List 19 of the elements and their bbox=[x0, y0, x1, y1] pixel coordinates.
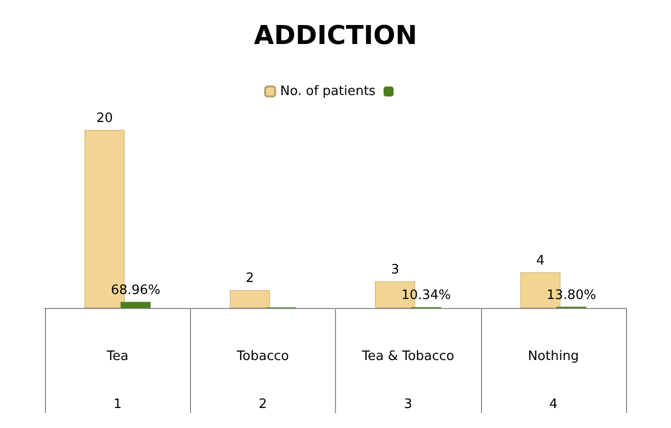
x-tick-label: Tea & Tobacco bbox=[360, 349, 454, 364]
x-tick-label: Tobacco bbox=[236, 349, 289, 364]
text: 1 bbox=[113, 397, 122, 412]
data-label: 4 bbox=[536, 253, 545, 268]
legend-label: No. of patients bbox=[280, 84, 376, 99]
x-tick-label: Nothing bbox=[528, 349, 579, 364]
chart-title: ADDICTION bbox=[254, 21, 418, 51]
data-label: 20 bbox=[96, 111, 113, 126]
bar bbox=[230, 290, 270, 308]
data-label: 13.80% bbox=[546, 288, 596, 303]
text: 2 bbox=[258, 397, 268, 412]
data-label: 3 bbox=[390, 262, 400, 278]
data-label: 2 bbox=[246, 271, 254, 286]
text: 3 bbox=[404, 397, 412, 412]
data-label: 68.96% bbox=[110, 282, 160, 298]
bar bbox=[120, 302, 151, 308]
data-label: 10.34% bbox=[401, 288, 451, 304]
x-tick-label: Tea bbox=[106, 349, 128, 364]
text: 4 bbox=[549, 397, 558, 412]
